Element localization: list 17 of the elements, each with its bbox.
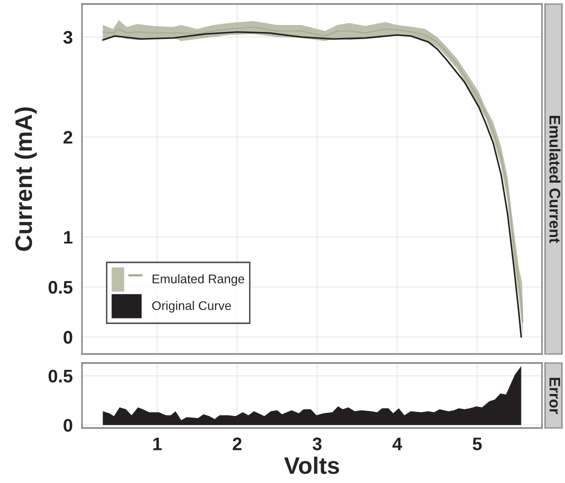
x-tick-label: 2 [232, 438, 242, 450]
y-tick-label: 0.5 [48, 370, 72, 383]
text: Emulated Current [549, 116, 561, 243]
x-tick-label: 3 [312, 438, 322, 450]
y-tick-label: 3 [63, 30, 72, 44]
y-tick-label: 1 [64, 231, 72, 244]
y-tick-label: 2 [64, 130, 72, 144]
y-axis-title: Current (mA) [14, 107, 37, 251]
legend-label: Original Curve [152, 300, 231, 313]
y-tick-label: 0 [64, 330, 72, 344]
x-tick-label: 5 [472, 438, 482, 450]
y-tick-label: 0 [64, 418, 72, 432]
y-tick-label: 0.5 [48, 280, 72, 294]
legend-label: Emulated Range [152, 274, 244, 286]
x-tick-label: 1 [153, 438, 162, 450]
x-tick-label: 4 [392, 438, 402, 450]
x-axis-title: Volts [284, 456, 340, 474]
